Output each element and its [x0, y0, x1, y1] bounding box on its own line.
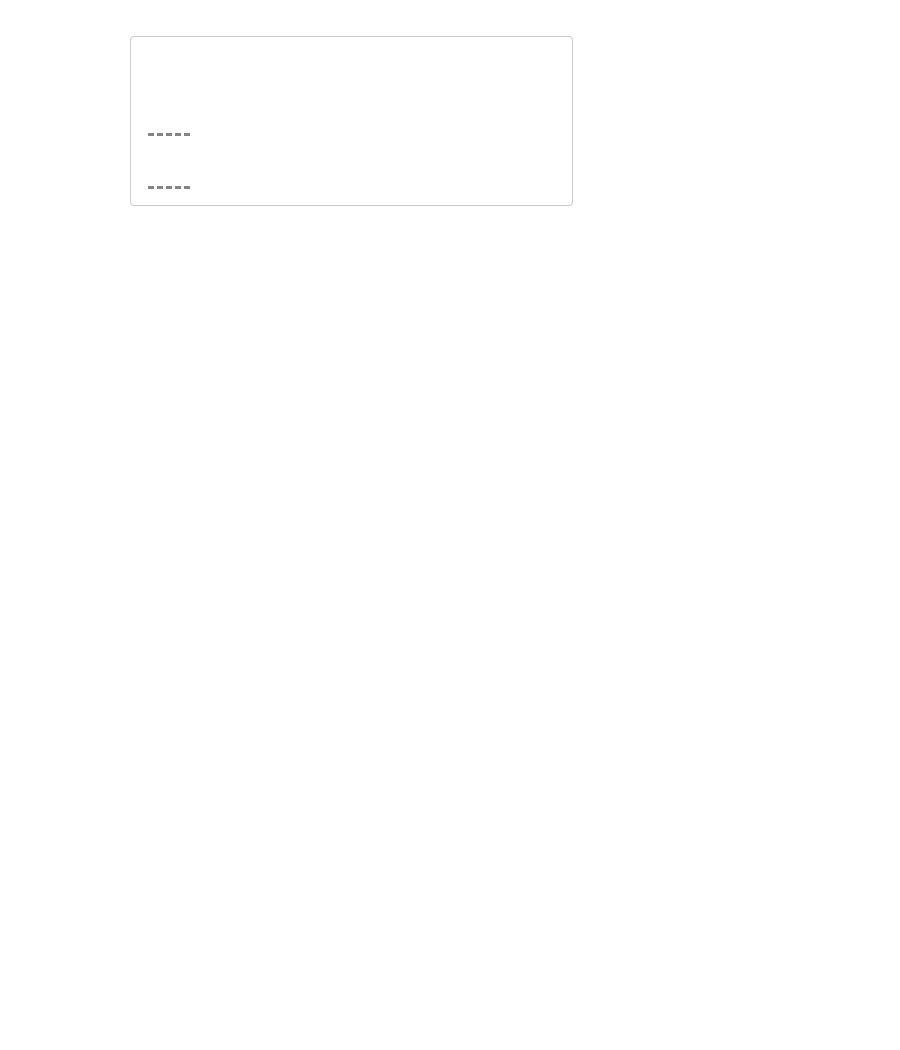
- legend-entry-raw: [143, 43, 572, 69]
- raw-marker-icon: [165, 52, 174, 61]
- platepar-dashed-line-icon: [148, 133, 190, 136]
- legend: [130, 36, 573, 206]
- fit-dashed-line-icon: [148, 185, 190, 189]
- legend-entry-platepar: [143, 103, 572, 166]
- legend-entry-corrected: [143, 73, 572, 99]
- corrected-marker-icon: [165, 82, 174, 91]
- legend-entry-fit: [143, 172, 572, 202]
